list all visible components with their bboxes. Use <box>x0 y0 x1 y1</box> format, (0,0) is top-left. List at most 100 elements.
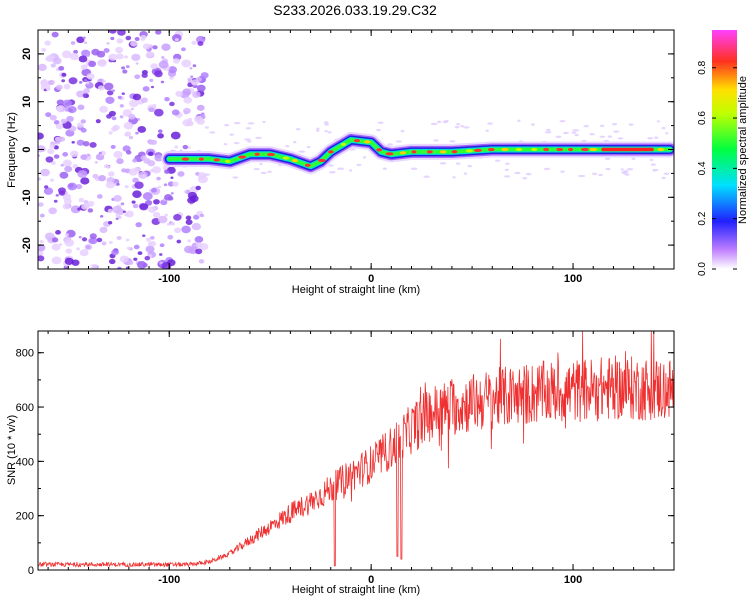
snr-panel: -100 0 100 0 200 400 600 800 Height of straight… <box>6 330 675 596</box>
noise-speckle <box>583 124 589 128</box>
noise-speckle <box>612 123 618 126</box>
noise-blob <box>94 161 98 164</box>
noise-speckle <box>455 162 461 165</box>
noise-blob <box>176 239 182 244</box>
noise-blob <box>49 114 57 121</box>
noise-blob <box>38 132 44 140</box>
noise-blob <box>177 171 185 177</box>
ridge-hotspot <box>426 150 433 154</box>
noise-blob <box>150 236 155 240</box>
noise-blob <box>150 63 158 70</box>
noise-speckle <box>530 123 535 126</box>
noise-speckle <box>454 125 460 129</box>
ridge-hotspot <box>363 140 371 144</box>
ridge-hotspot <box>556 147 564 152</box>
noise-blob <box>77 104 85 111</box>
colorbar-tick-label: 0.0 <box>697 262 708 276</box>
ridge-hotspot <box>501 147 509 152</box>
noise-speckle <box>376 128 381 132</box>
noise-blob <box>62 159 72 167</box>
noise-blob <box>161 43 171 51</box>
noise-blob <box>192 91 201 98</box>
noise-blob <box>160 80 165 84</box>
noise-blob <box>99 105 108 113</box>
noise-blob <box>44 40 51 46</box>
ridge-hotspot <box>474 148 482 152</box>
noise-blob <box>55 194 59 197</box>
noise-blob <box>60 163 64 167</box>
noise-blob <box>57 187 66 194</box>
noise-blob <box>170 176 174 179</box>
noise-speckle <box>439 162 447 165</box>
page-title: S233.2026.033.19.29.C32 <box>273 2 437 18</box>
ridge-hotspot <box>304 163 311 167</box>
ridge-hotspot <box>439 150 447 154</box>
noise-speckle <box>324 123 329 126</box>
noise-blob <box>197 41 204 46</box>
noise-speckle <box>562 131 569 135</box>
noise-blob <box>108 258 116 265</box>
noise-blob <box>82 93 89 99</box>
noise-blob <box>152 104 157 108</box>
noise-blob <box>132 190 142 199</box>
noise-speckle <box>560 170 565 173</box>
ridge-hotspot <box>385 152 394 156</box>
noise-blob <box>150 85 155 89</box>
noise-blob <box>69 53 79 61</box>
noise-blob <box>96 194 103 199</box>
noise-blob <box>79 249 89 257</box>
noise-blob <box>191 222 202 231</box>
noise-blob <box>90 264 98 269</box>
noise-blob <box>158 185 162 189</box>
noise-blob <box>167 259 176 267</box>
noise-blob <box>123 121 134 130</box>
noise-blob <box>125 238 130 242</box>
noise-speckle <box>574 133 579 137</box>
noise-blob <box>173 213 182 221</box>
noise-speckle <box>456 123 461 126</box>
noise-blob <box>194 236 204 243</box>
noise-speckle <box>337 167 345 170</box>
noise-blob <box>125 35 132 41</box>
noise-speckle <box>204 173 210 176</box>
noise-blob <box>58 243 63 246</box>
noise-blob <box>83 41 88 45</box>
ridge-hotspot <box>225 159 231 163</box>
colorbar-tick-label: 0.2 <box>697 211 708 225</box>
snr-ytick-label: 600 <box>16 402 34 414</box>
ridge-hotspot <box>567 147 574 152</box>
noise-speckle <box>559 119 566 123</box>
noise-blob <box>111 249 119 256</box>
noise-blob <box>89 233 97 240</box>
ridge-hotspot <box>657 147 665 152</box>
noise-speckle <box>514 171 521 175</box>
noise-blob <box>197 175 208 184</box>
noise-speckle <box>647 137 654 140</box>
noise-blob <box>105 96 115 104</box>
noise-blob <box>116 158 124 165</box>
noise-blob <box>80 64 88 70</box>
noise-blob <box>108 110 116 117</box>
noise-speckle <box>410 167 418 170</box>
ridge-hotspot <box>465 149 474 153</box>
noise-speckle <box>517 119 521 123</box>
noise-blob <box>38 202 44 207</box>
noise-blob <box>83 200 89 204</box>
noise-blob <box>134 181 144 189</box>
noise-blob <box>131 200 136 204</box>
noise-blob <box>70 205 81 214</box>
noise-blob <box>159 243 165 248</box>
noise-blob <box>47 148 55 155</box>
colorbar-tick-label: 0.8 <box>697 60 708 74</box>
noise-blob <box>77 170 88 179</box>
noise-speckle <box>223 142 228 146</box>
noise-blob <box>58 65 65 71</box>
noise-scatter <box>38 30 670 269</box>
noise-speckle <box>382 167 388 170</box>
noise-blob <box>96 50 106 58</box>
noise-blob <box>126 246 131 250</box>
noise-blob <box>111 126 118 132</box>
noise-blob <box>142 86 150 92</box>
noise-speckle <box>316 127 320 130</box>
noise-blob <box>50 63 56 68</box>
